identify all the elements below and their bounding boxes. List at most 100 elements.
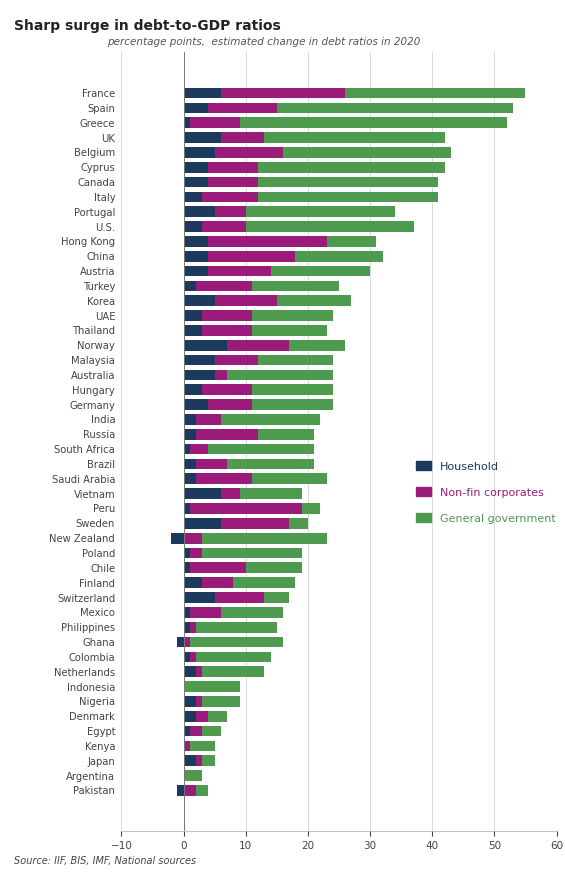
Bar [184,206,215,217]
Bar [184,681,240,692]
Bar [258,429,314,440]
Bar [184,503,190,514]
Bar [184,651,190,663]
Bar [184,340,227,351]
Bar [184,562,190,574]
Bar [184,369,215,381]
Bar [184,133,221,143]
Bar [184,533,202,544]
Bar [196,414,221,425]
Bar [302,503,320,514]
Bar [184,325,202,336]
Bar [215,592,264,603]
Bar [190,725,202,736]
Bar [202,666,264,677]
Bar [202,221,246,232]
Bar [264,133,445,143]
Bar [202,533,327,544]
Bar [202,547,302,559]
Bar [221,414,320,425]
Bar [258,177,438,188]
Bar [184,488,221,499]
Bar [221,88,345,99]
Bar [215,295,277,306]
Bar [184,696,196,706]
Bar [240,488,302,499]
Bar [184,236,208,247]
Bar [283,148,451,158]
Bar [184,384,202,395]
Bar [289,518,308,529]
Bar [252,473,327,485]
Bar [184,265,208,277]
Bar [184,785,196,795]
Bar [190,636,283,648]
Bar [221,518,289,529]
Bar [190,651,196,663]
Bar [190,622,196,633]
Bar [233,577,295,588]
Bar [202,577,233,588]
Bar [289,340,345,351]
Bar [196,711,208,721]
Bar [240,118,507,128]
Bar [246,221,414,232]
Bar [184,414,196,425]
Bar [184,577,202,588]
Bar [196,458,227,470]
Bar [345,88,525,99]
Bar [246,562,302,574]
Bar [221,133,264,143]
Bar [227,340,289,351]
Bar [202,325,252,336]
Bar [184,399,208,410]
Bar [171,533,184,544]
Bar [184,666,196,677]
Bar [277,103,513,113]
Bar [215,148,283,158]
Bar [252,384,333,395]
Bar [184,622,190,633]
Bar [184,295,215,306]
Bar [196,755,202,766]
Text: Source: IIF, BIS, IMF, National sources: Source: IIF, BIS, IMF, National sources [14,856,196,866]
Bar [184,458,196,470]
Bar [221,607,283,618]
Bar [196,785,208,795]
Bar [202,310,252,321]
Bar [252,280,339,292]
Bar [184,636,190,648]
Bar [184,592,215,603]
Bar [215,206,246,217]
Bar [196,622,277,633]
Bar [196,429,258,440]
Bar [277,295,351,306]
Bar [184,473,196,485]
Bar [252,399,333,410]
Bar [208,443,314,455]
Bar [196,280,252,292]
Bar [184,755,196,766]
Bar [184,148,215,158]
Bar [215,354,258,366]
Bar [196,696,202,706]
Bar [227,458,314,470]
Bar [184,547,190,559]
Bar [208,399,252,410]
Bar [246,206,395,217]
Bar [252,325,327,336]
Bar [271,265,370,277]
Bar [202,191,258,203]
Bar [190,562,246,574]
Bar [177,785,184,795]
Bar [202,696,240,706]
Bar [184,88,221,99]
Bar [184,280,196,292]
Bar [184,725,190,736]
Bar [258,191,438,203]
Bar [184,191,202,203]
Bar [208,103,277,113]
Bar [208,162,258,173]
Bar [208,177,258,188]
Bar [184,251,208,262]
